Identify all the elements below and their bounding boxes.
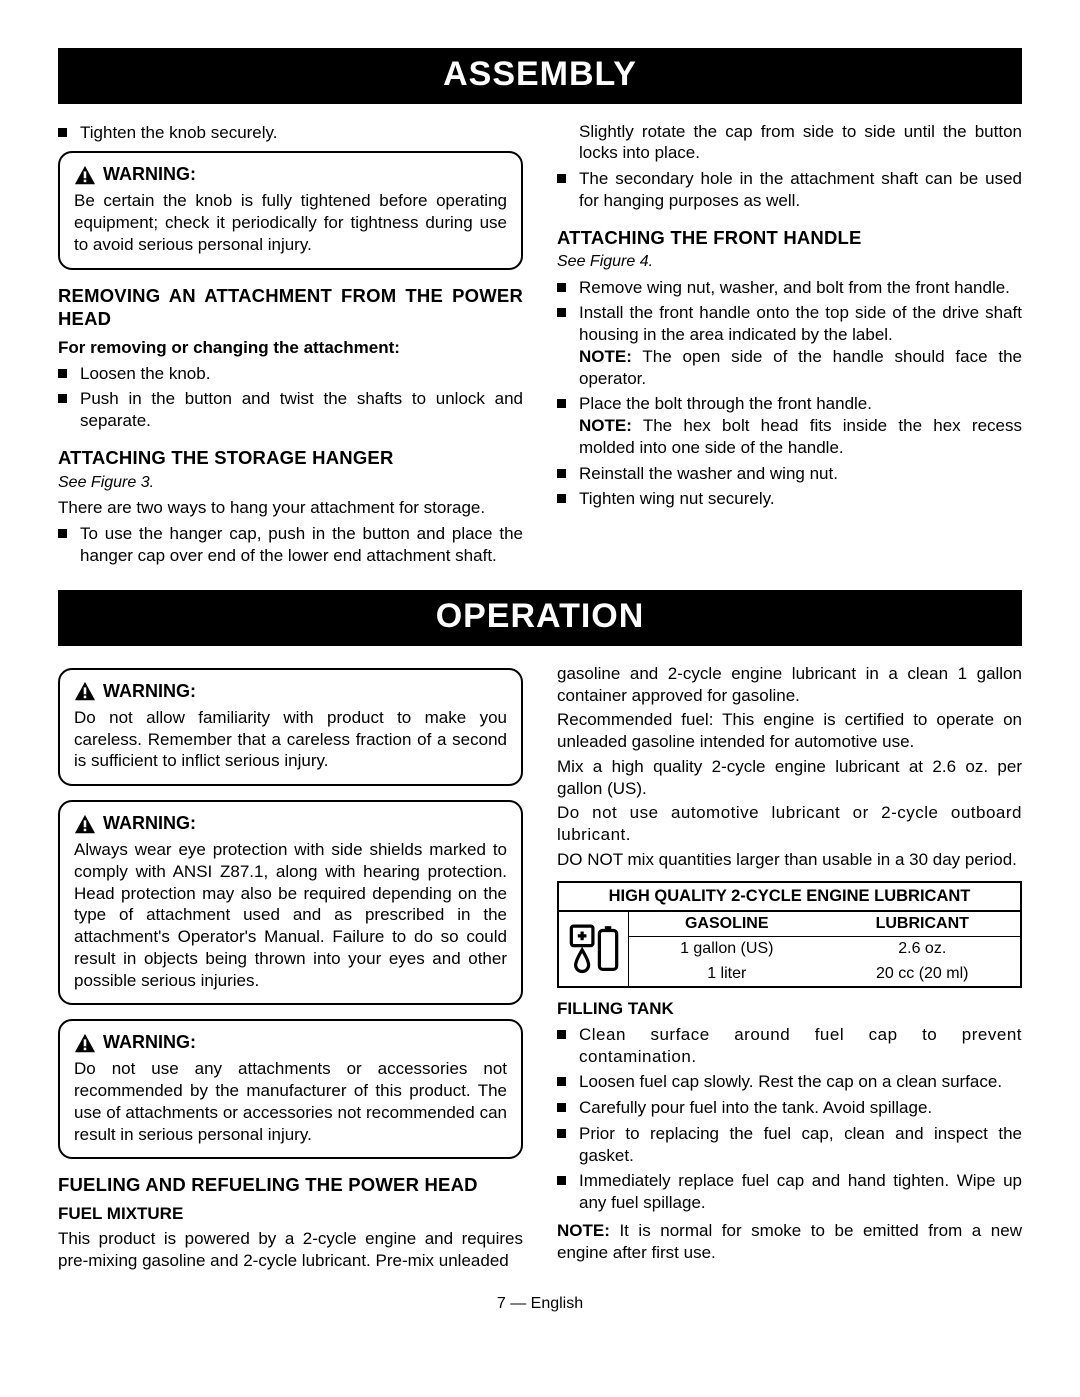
operation-left-col: WARNING: Do not allow familiarity with p… <box>58 660 523 1275</box>
warning-text: Be certain the knob is fully tightened b… <box>74 190 507 255</box>
warning-text: Do not use any attachments or accessorie… <box>74 1058 507 1145</box>
list-item: Immediately replace fuel cap and hand ti… <box>557 1170 1022 1214</box>
list-item: Clean surface around fuel cap to prevent… <box>557 1024 1022 1068</box>
list-item: Push in the button and twist the shafts … <box>58 388 523 432</box>
warning-text: Always wear eye protection with side shi… <box>74 839 507 991</box>
warning-triangle-icon <box>74 165 96 185</box>
list-item: Loosen the knob. <box>58 363 523 385</box>
figure-reference: See Figure 4. <box>557 252 1022 272</box>
warning-header: WARNING: <box>74 163 507 186</box>
figure-reference: See Figure 3. <box>58 473 523 493</box>
section-banner-assembly: ASSEMBLY <box>58 48 1022 104</box>
fuel-mix-table: HIGH QUALITY 2-CYCLE ENGINE LUBRICANT GA… <box>557 881 1022 989</box>
warning-label: WARNING: <box>103 812 196 835</box>
paragraph: There are two ways to hang your attachme… <box>58 497 523 519</box>
warning-box: WARNING: Do not use any attachments or a… <box>58 1019 523 1159</box>
warning-box: WARNING: Be certain the knob is fully ti… <box>58 151 523 269</box>
warning-header: WARNING: <box>74 812 507 835</box>
list-item: Remove wing nut, washer, and bolt from t… <box>557 277 1022 299</box>
warning-label: WARNING: <box>103 163 196 186</box>
list-item: Prior to replacing the fuel cap, clean a… <box>557 1123 1022 1167</box>
assembly-columns: Tighten the knob securely. WARNING: Be c… <box>58 118 1022 573</box>
list-text: Place the bolt through the front handle. <box>579 394 872 413</box>
list-item: The secondary hole in the attachment sha… <box>557 168 1022 212</box>
table-cell: 2.6 oz. <box>825 937 1021 961</box>
section-banner-operation: OPERATION <box>58 590 1022 646</box>
section-heading: ATTACHING THE STORAGE HANGER <box>58 446 523 470</box>
table-title: HIGH QUALITY 2-CYCLE ENGINE LUBRICANT <box>559 883 1020 912</box>
list-item: Tighten wing nut securely. <box>557 488 1022 510</box>
section-heading: FUELING AND REFUELING THE POWER HEAD <box>58 1173 523 1197</box>
list-item: Install the front handle onto the top si… <box>557 302 1022 389</box>
list-item: Tighten the knob securely. <box>58 122 523 144</box>
note-text: It is normal for smoke to be emitted fro… <box>557 1221 1022 1262</box>
warning-triangle-icon <box>74 681 96 701</box>
section-heading: ATTACHING THE FRONT HANDLE <box>557 226 1022 250</box>
paragraph: This product is powered by a 2-cycle eng… <box>58 1228 523 1272</box>
page-footer: 7 — English <box>58 1294 1022 1314</box>
table-header-cell: GASOLINE <box>629 912 825 936</box>
list-item: Loosen fuel cap slowly. Rest the cap on … <box>557 1071 1022 1093</box>
note-text: The open side of the handle should face … <box>579 347 1022 388</box>
fuel-mix-icon <box>559 912 629 986</box>
note-label: NOTE: <box>579 347 632 366</box>
paragraph: gasoline and 2-cycle engine lubricant in… <box>557 663 1022 707</box>
note-label: NOTE: <box>557 1221 610 1240</box>
warning-triangle-icon <box>74 814 96 834</box>
paragraph: Mix a high quality 2-cycle engine lubric… <box>557 756 1022 800</box>
section-heading: REMOVING AN ATTACHMENT FROM THE POWER HE… <box>58 284 523 331</box>
sub-heading: FUEL MIXTURE <box>58 1203 523 1225</box>
assembly-left-col: Tighten the knob securely. WARNING: Be c… <box>58 118 523 573</box>
table-cell: 1 liter <box>629 962 825 986</box>
note-text: The hex bolt head fits inside the hex re… <box>579 416 1022 457</box>
warning-label: WARNING: <box>103 680 196 703</box>
warning-triangle-icon <box>74 1033 96 1053</box>
table-cell: 1 gallon (US) <box>629 937 825 961</box>
paragraph: DO NOT mix quantities larger than usable… <box>557 849 1022 871</box>
note-label: NOTE: <box>579 416 632 435</box>
warning-label: WARNING: <box>103 1031 196 1054</box>
warning-header: WARNING: <box>74 680 507 703</box>
list-item: Carefully pour fuel into the tank. Avoid… <box>557 1097 1022 1119</box>
paragraph: Slightly rotate the cap from side to sid… <box>557 121 1022 165</box>
warning-box: WARNING: Do not allow familiarity with p… <box>58 668 523 786</box>
paragraph: NOTE: It is normal for smoke to be emitt… <box>557 1220 1022 1264</box>
sub-heading: FILLING TANK <box>557 998 1022 1020</box>
table-cell: 20 cc (20 ml) <box>825 962 1021 986</box>
paragraph: Do not use automotive lubricant or 2-cyc… <box>557 802 1022 846</box>
list-item: To use the hanger cap, push in the butto… <box>58 523 523 567</box>
assembly-right-col: Slightly rotate the cap from side to sid… <box>557 118 1022 573</box>
warning-box: WARNING: Always wear eye protection with… <box>58 800 523 1005</box>
warning-text: Do not allow familiarity with product to… <box>74 707 507 772</box>
paragraph: Recommended fuel: This engine is certifi… <box>557 709 1022 753</box>
table-header-cell: LUBRICANT <box>825 912 1021 936</box>
operation-columns: WARNING: Do not allow familiarity with p… <box>58 660 1022 1275</box>
operation-right-col: gasoline and 2-cycle engine lubricant in… <box>557 660 1022 1275</box>
list-item: Reinstall the washer and wing nut. <box>557 463 1022 485</box>
list-text: Install the front handle onto the top si… <box>579 303 1022 344</box>
warning-header: WARNING: <box>74 1031 507 1054</box>
sub-heading: For removing or changing the attachment: <box>58 337 523 359</box>
list-item: Place the bolt through the front handle.… <box>557 393 1022 458</box>
